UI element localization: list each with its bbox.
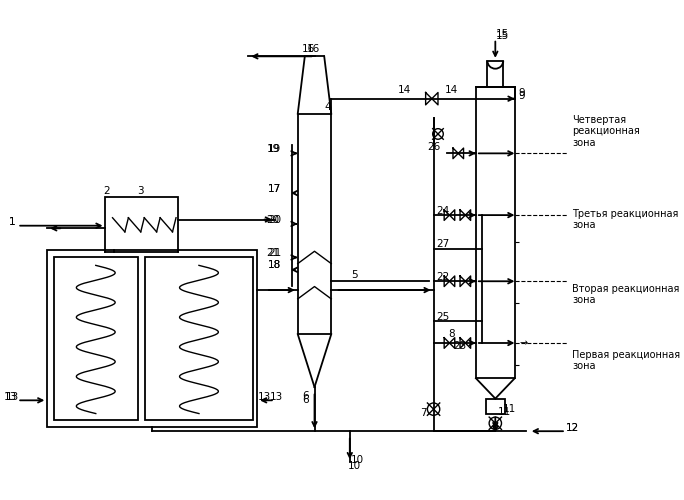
Text: 2: 2 xyxy=(103,186,109,196)
Text: 3: 3 xyxy=(137,186,144,196)
Text: 21: 21 xyxy=(268,248,281,258)
Text: 18: 18 xyxy=(268,260,281,270)
Text: 10: 10 xyxy=(347,460,360,470)
Text: 17: 17 xyxy=(268,184,281,194)
Text: Вторая реакционная
зона: Вторая реакционная зона xyxy=(572,284,679,306)
Text: 12: 12 xyxy=(566,422,579,432)
Bar xyxy=(145,258,253,420)
Text: 16: 16 xyxy=(302,44,315,54)
Bar xyxy=(54,258,138,420)
Text: 13: 13 xyxy=(258,392,271,402)
Bar xyxy=(486,398,505,414)
Text: 26: 26 xyxy=(427,142,440,152)
Text: 13: 13 xyxy=(5,392,18,402)
Bar xyxy=(105,198,178,252)
Text: 16: 16 xyxy=(307,44,320,54)
Text: 19: 19 xyxy=(268,144,281,154)
Bar xyxy=(488,61,503,87)
Bar xyxy=(298,114,331,334)
Text: 8: 8 xyxy=(448,329,455,339)
Text: 12: 12 xyxy=(566,422,579,432)
Text: 11: 11 xyxy=(503,404,516,414)
Bar xyxy=(47,250,257,427)
Text: 23: 23 xyxy=(453,340,466,350)
Text: 7: 7 xyxy=(420,408,426,418)
Text: 6: 6 xyxy=(302,391,309,401)
Text: 27: 27 xyxy=(436,239,449,249)
Text: 15: 15 xyxy=(496,30,509,40)
Text: Третья реакционная
зона: Третья реакционная зона xyxy=(572,208,679,231)
Text: 15: 15 xyxy=(496,31,509,41)
Text: 18: 18 xyxy=(268,260,281,270)
Text: 17: 17 xyxy=(268,184,281,194)
Text: 22: 22 xyxy=(436,272,449,282)
Text: Четвертая
реакционная
зона: Четвертая реакционная зона xyxy=(572,114,640,148)
Text: 14: 14 xyxy=(398,85,411,95)
Text: 21: 21 xyxy=(267,248,280,258)
Text: 24: 24 xyxy=(436,206,449,216)
Text: 10: 10 xyxy=(351,456,365,466)
Text: 4: 4 xyxy=(324,102,331,113)
Text: 11: 11 xyxy=(497,407,511,417)
Text: 1: 1 xyxy=(9,217,15,227)
Text: 20: 20 xyxy=(267,214,280,224)
Text: 25: 25 xyxy=(436,312,449,322)
Bar xyxy=(476,87,515,378)
Text: →: → xyxy=(519,338,527,348)
Text: 9: 9 xyxy=(518,91,525,101)
Text: 5: 5 xyxy=(351,270,358,280)
Text: 20: 20 xyxy=(268,214,281,224)
Text: 1: 1 xyxy=(9,217,15,227)
Text: Первая реакционная
зона: Первая реакционная зона xyxy=(572,350,680,372)
Text: 9: 9 xyxy=(518,88,525,99)
Text: 14: 14 xyxy=(445,85,458,95)
Text: 19: 19 xyxy=(267,144,280,154)
Text: 13: 13 xyxy=(3,392,17,402)
Text: 13: 13 xyxy=(270,392,283,402)
Text: 6: 6 xyxy=(302,396,309,406)
